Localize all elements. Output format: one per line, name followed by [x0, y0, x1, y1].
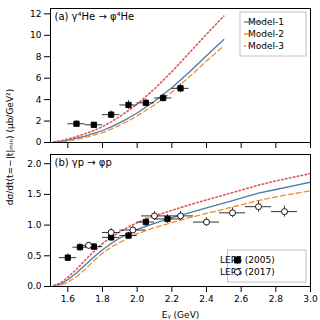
svg-text:LEPS (2017): LEPS (2017) [220, 267, 275, 277]
svg-text:2.0: 2.0 [130, 294, 145, 304]
svg-text:dσ/dt(t=−|t|ₘᵢₙ) (μb/GeV²): dσ/dt(t=−|t|ₘᵢₙ) (μb/GeV²) [5, 89, 15, 205]
svg-text:2.6: 2.6 [234, 294, 249, 304]
svg-text:2: 2 [36, 116, 42, 126]
svg-text:1.8: 1.8 [95, 294, 110, 304]
svg-text:2.4: 2.4 [199, 294, 214, 304]
svg-text:LEPS (2005): LEPS (2005) [220, 255, 275, 265]
svg-text:1.0: 1.0 [27, 220, 42, 230]
svg-text:12: 12 [30, 9, 41, 19]
svg-text:4: 4 [36, 95, 42, 105]
svg-text:6: 6 [36, 73, 42, 83]
svg-text:8: 8 [36, 52, 42, 62]
svg-text:2.2: 2.2 [165, 294, 179, 304]
svg-text:3.0: 3.0 [303, 294, 318, 304]
svg-text:Model-2: Model-2 [248, 29, 284, 39]
svg-text:1.6: 1.6 [61, 294, 76, 304]
svg-text:Eᵧ (GeV): Eᵧ (GeV) [162, 310, 200, 320]
svg-text:0.5: 0.5 [27, 251, 41, 261]
svg-text:Model-3: Model-3 [248, 41, 284, 51]
svg-text:1.5: 1.5 [27, 189, 41, 199]
svg-text:2.0: 2.0 [27, 159, 42, 169]
svg-text:(b) γp → φp: (b) γp → φp [55, 157, 112, 168]
svg-text:0: 0 [36, 137, 42, 147]
svg-text:10: 10 [30, 30, 42, 40]
svg-text:Model-1: Model-1 [248, 17, 284, 27]
svg-text:0.0: 0.0 [27, 281, 42, 291]
svg-text:(a) γ⁴He → φ⁴He: (a) γ⁴He → φ⁴He [55, 11, 135, 22]
svg-text:2.8: 2.8 [269, 294, 284, 304]
